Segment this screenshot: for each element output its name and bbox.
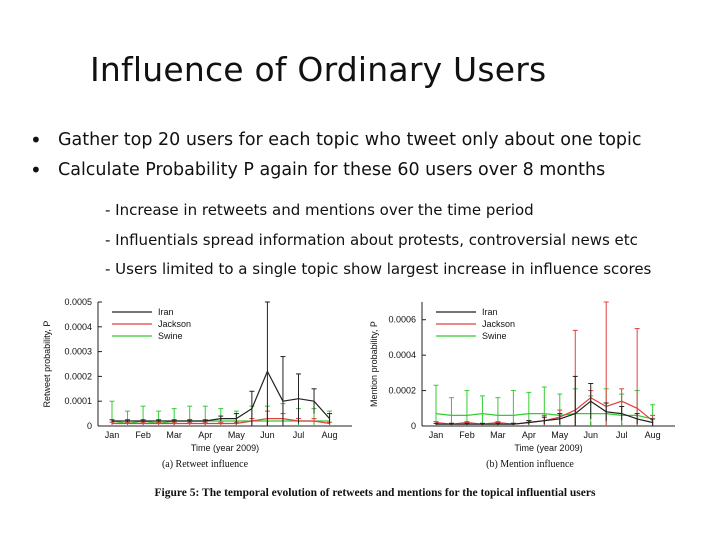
y-tick-label: 0.0004 <box>64 322 92 332</box>
x-tick-label: Jan <box>105 430 120 440</box>
y-tick-label: 0.0002 <box>64 371 92 381</box>
chart-caption: (b) Mention influence <box>486 459 574 470</box>
series-iran <box>433 375 656 426</box>
x-tick-label: Apr <box>522 430 536 440</box>
y-tick-label: 0.0004 <box>388 350 416 360</box>
y-tick-label: 0.0006 <box>388 315 416 325</box>
series-line-jackson <box>112 418 330 425</box>
series-line-iran <box>112 369 331 422</box>
legend-label: Iran <box>482 307 498 317</box>
figure-caption: Figure 5: The temporal evolution of retw… <box>155 487 596 499</box>
x-tick-label: Jul <box>293 430 305 440</box>
y-tick-label: 0.0005 <box>64 297 92 307</box>
figure: 0 0.0001 0.0002 0.0003 0.0004 0.0005 Jan Feb Mar… <box>42 297 675 499</box>
slide-title: Influence of Ordinary Users <box>90 50 547 89</box>
x-tick-label: Mar <box>490 430 506 440</box>
x-tick-label: Aug <box>645 430 661 440</box>
y-tick-label: 0.0001 <box>64 396 92 406</box>
retweet-influence-chart: 0 0.0001 0.0002 0.0003 0.0004 0.0005 Jan Feb Mar… <box>42 297 352 470</box>
x-axis-label: Time (year 2009) <box>191 443 259 453</box>
x-tick-label: Jun <box>583 430 598 440</box>
chart-caption: (a) Retweet influence <box>162 459 249 470</box>
series-line-iran <box>436 400 653 425</box>
y-axis-label: Mention probability, P <box>369 321 379 407</box>
y-tick-label: 0.0002 <box>388 386 416 396</box>
x-tick-label: Jul <box>616 430 628 440</box>
x-tick-label: Feb <box>459 430 475 440</box>
bullet-item: Gather top 20 users for each topic who t… <box>30 125 720 155</box>
x-tick-label: Apr <box>198 430 212 440</box>
y-tick-label: 0 <box>411 421 416 431</box>
x-tick-label: Jun <box>260 430 275 440</box>
legend-label: Iran <box>158 307 174 317</box>
sub-point: - Influentials spread information about … <box>105 230 638 249</box>
legend-label: Swine <box>158 331 183 341</box>
x-tick-label: Jan <box>429 430 444 440</box>
series-iran <box>109 301 333 426</box>
y-tick-label: 0 <box>87 421 92 431</box>
y-axis-label: Retweet probability, P <box>42 321 52 408</box>
series-line-swine <box>435 412 653 420</box>
legend-label: Swine <box>482 331 507 341</box>
mention-influence-chart: 0 0.0002 0.0004 0.0006 Jan Feb Mar Apr May Jun Jul… <box>369 301 675 470</box>
bullet-item: Calculate Probability P again for these … <box>30 155 720 185</box>
legend-label: Jackson <box>482 319 515 329</box>
sub-point-list: - Increase in retweets and mentions over… <box>105 196 651 285</box>
x-tick-label: Mar <box>166 430 182 440</box>
sub-point: - Users limited to a single topic show l… <box>105 260 652 278</box>
x-tick-label: May <box>551 430 569 440</box>
x-tick-label: May <box>228 430 246 440</box>
x-tick-label: Feb <box>135 430 151 440</box>
bullet-list: Gather top 20 users for each topic who t… <box>30 125 720 185</box>
y-tick-label: 0.0003 <box>64 347 92 357</box>
legend-label: Jackson <box>158 319 191 329</box>
x-tick-label: Aug <box>322 430 338 440</box>
x-axis-label: Time (year 2009) <box>514 443 582 453</box>
sub-point: - Increase in retweets and mentions over… <box>105 201 534 219</box>
